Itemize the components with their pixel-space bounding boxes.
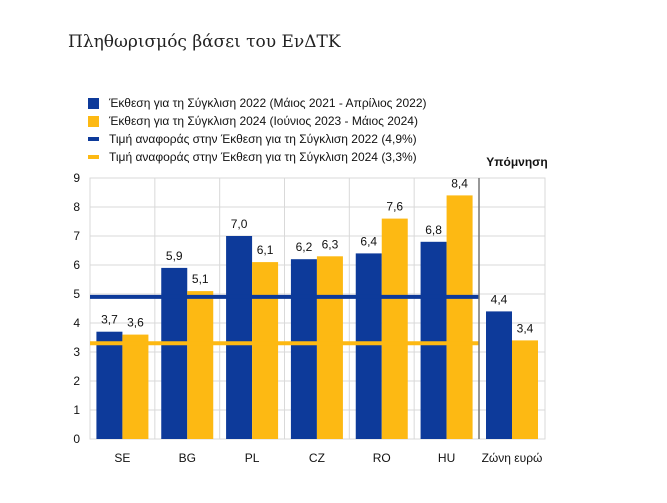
legend-swatch-series-2024	[88, 115, 99, 127]
legend-label-series-2024: Έκθεση για τη Σύγκλιση 2024 (Ιούνιος 202…	[109, 114, 418, 128]
bar-bg-series-2	[187, 291, 214, 439]
data-label-ro-series-1: 6,4	[360, 234, 377, 248]
x-tick-label-memo: Ζώνη ευρώ	[482, 451, 543, 465]
y-tick-label-7: 7	[73, 229, 80, 243]
y-tick-label-4: 4	[73, 316, 80, 330]
legend-label-reference-2024: Τιμή αναφοράς στην Έκθεση για τη Σύγκλισ…	[109, 150, 417, 164]
bar-ro-series-1	[355, 253, 382, 439]
x-tick-label-bg: BG	[179, 451, 196, 465]
data-label-bg-series-1: 5,9	[166, 249, 183, 263]
x-tick-label-se: SE	[114, 451, 130, 465]
legend-swatch-reference-2022	[88, 137, 99, 141]
legend-item-series-2024: Έκθεση για τη Σύγκλιση 2024 (Ιούνιος 202…	[88, 112, 426, 130]
data-label-memo-series-2: 3,4	[517, 321, 534, 335]
chart-legend: Έκθεση για τη Σύγκλιση 2022 (Μάιος 2021 …	[88, 94, 426, 166]
bar-memo-series-2	[512, 340, 538, 439]
bar-se-series-2	[122, 334, 149, 439]
chart-title: Πληθωρισμός βάσει του ΕνΔΤΚ	[68, 32, 341, 52]
x-tick-label-hu: HU	[438, 451, 455, 465]
bar-cz-series-1	[290, 259, 317, 439]
x-tick-label-cz: CZ	[309, 451, 325, 465]
legend-swatch-series-2022	[88, 97, 99, 109]
y-tick-label-0: 0	[73, 432, 80, 446]
bar-cz-series-2	[316, 256, 343, 439]
data-label-ro-series-2: 7,6	[386, 200, 403, 214]
y-tick-label-8: 8	[73, 200, 80, 214]
y-tick-label-3: 3	[73, 345, 80, 359]
y-tick-label-2: 2	[73, 374, 80, 388]
legend-item-reference-2024: Τιμή αναφοράς στην Έκθεση για τη Σύγκλισ…	[88, 148, 426, 166]
bar-pl-series-1	[226, 236, 253, 439]
legend-item-reference-2022: Τιμή αναφοράς στην Έκθεση για τη Σύγκλισ…	[88, 130, 426, 148]
data-label-pl-series-2: 6,1	[257, 243, 274, 257]
memo-header: Υπόμνηση	[486, 155, 547, 169]
bar-hu-series-2	[446, 195, 473, 439]
bar-pl-series-2	[252, 262, 279, 439]
data-label-hu-series-2: 8,4	[451, 176, 468, 190]
data-label-bg-series-2: 5,1	[192, 272, 209, 286]
x-tick-label-pl: PL	[245, 451, 260, 465]
y-tick-label-5: 5	[73, 287, 80, 301]
legend-label-reference-2022: Τιμή αναφοράς στην Έκθεση για τη Σύγκλισ…	[109, 132, 417, 146]
legend-item-series-2022: Έκθεση για τη Σύγκλιση 2022 (Μάιος 2021 …	[88, 94, 426, 112]
data-label-se-series-1: 3,7	[101, 313, 118, 327]
bar-hu-series-1	[420, 241, 447, 439]
data-label-hu-series-1: 6,8	[425, 223, 442, 237]
data-label-cz-series-1: 6,2	[296, 240, 313, 254]
legend-swatch-reference-2024	[88, 155, 99, 159]
data-label-cz-series-2: 6,3	[322, 237, 339, 251]
bar-ro-series-2	[381, 218, 408, 439]
y-tick-label-6: 6	[73, 258, 80, 272]
y-tick-label-1: 1	[73, 403, 80, 417]
data-label-memo-series-1: 4,4	[491, 292, 508, 306]
y-tick-label-9: 9	[73, 171, 80, 185]
data-label-pl-series-1: 7,0	[231, 217, 248, 231]
data-label-se-series-2: 3,6	[127, 316, 144, 330]
bar-se-series-1	[96, 331, 123, 439]
bar-memo-series-1	[486, 311, 512, 439]
legend-label-series-2022: Έκθεση για τη Σύγκλιση 2022 (Μάιος 2021 …	[109, 96, 427, 110]
x-tick-label-ro: RO	[373, 451, 391, 465]
bar-bg-series-1	[161, 267, 188, 439]
